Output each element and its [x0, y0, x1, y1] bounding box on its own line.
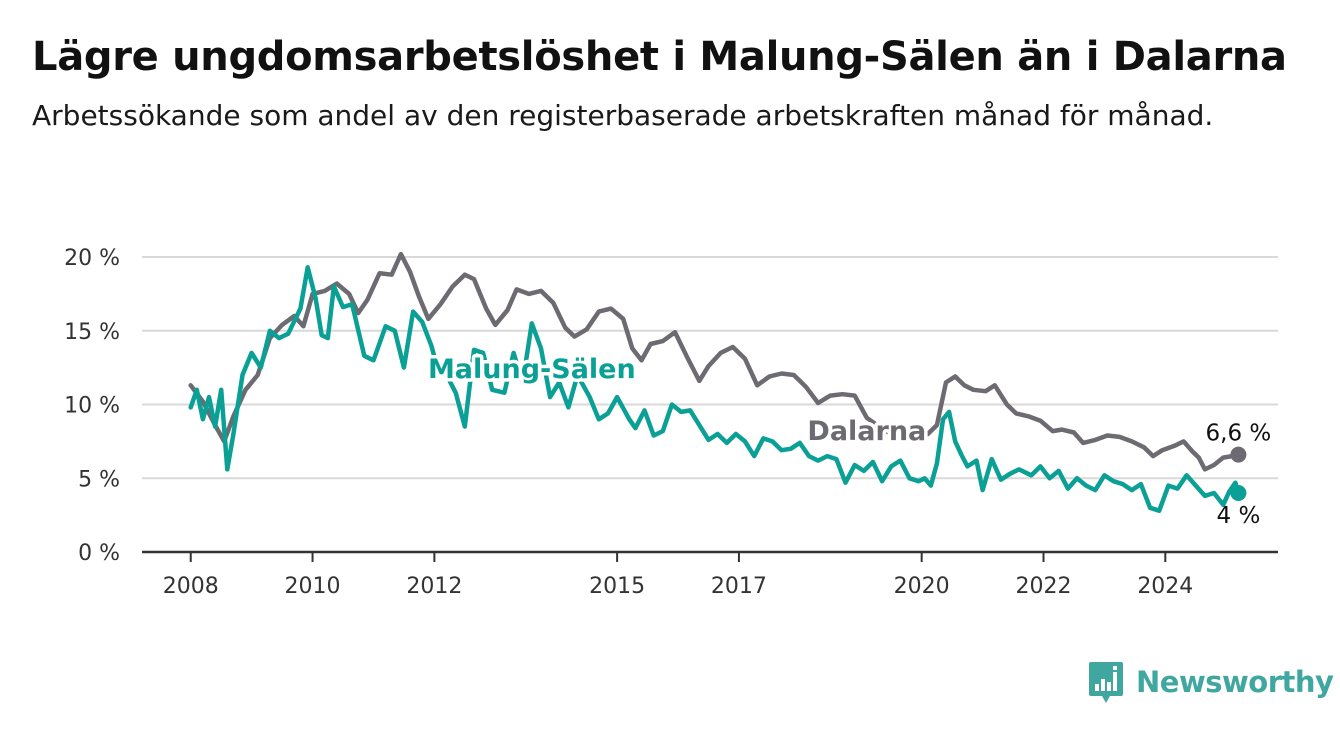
x-tick-label: 2008 [163, 574, 219, 599]
end-value-label-dalarna: 6,6 % [1206, 421, 1272, 447]
brand-name: Newsworthy [1136, 665, 1334, 699]
y-tick-label: 20 % [64, 246, 120, 271]
end-point-dalarna [1230, 446, 1247, 463]
x-tick-label: 2024 [1137, 574, 1193, 599]
x-tick-label: 2012 [406, 574, 462, 599]
series-labels: Malung-Sälen Dalarna 6,6 % 4 % [424, 350, 1272, 529]
y-tick-label: 15 % [64, 320, 120, 345]
x-tick-label: 2017 [711, 574, 767, 599]
x-tick-label: 2020 [894, 574, 950, 599]
x-tick-label: 2015 [589, 574, 645, 599]
y-tick-label: 5 % [78, 467, 120, 492]
x-axis: 2008 2010 2012 2015 2017 2020 2022 2024 [142, 550, 1278, 599]
end-value-label-malung-salen: 4 % [1217, 503, 1261, 529]
series-label-dalarna: Dalarna [807, 416, 926, 447]
series-line-dalarna [188, 251, 1241, 472]
bar-chart-logo-icon [1089, 662, 1123, 703]
line-chart: 0 %5 %10 %15 %20 % 2008 2010 2012 2015 2017 2… [64, 246, 1278, 599]
y-tick-label: 0 % [78, 541, 120, 566]
series-lines [188, 251, 1247, 513]
chart-title: Lägre ungdomsarbetslöshet i Malung-Sälen… [32, 34, 1287, 80]
chart-subtitle: Arbetssökande som andel av den registerb… [32, 99, 1214, 132]
end-point-malung-s-len [1230, 485, 1247, 501]
series-label-malung-salen: Malung-Sälen [428, 354, 636, 385]
y-axis-labels: 0 % 5 % 10 % 15 % 20 % [64, 246, 120, 566]
brand-logo: Newsworthy [1088, 660, 1334, 704]
x-tick-label: 2022 [1015, 574, 1071, 599]
series-line-malung-s-len [188, 265, 1241, 513]
y-tick-label: 10 % [64, 394, 120, 419]
x-tick-label: 2010 [285, 574, 341, 599]
gridlines [142, 256, 1278, 480]
